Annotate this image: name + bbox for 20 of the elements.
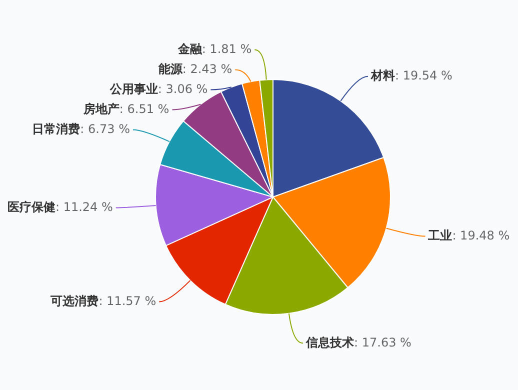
data-label: : 3.06 % <box>158 82 208 96</box>
data-label: : 19.54 % <box>394 68 452 83</box>
data-label: : 17.63 % <box>354 335 412 350</box>
slice-label: 金融 <box>176 42 203 56</box>
data-label: : 11.57 % <box>98 294 156 308</box>
data-label: : 19.48 % <box>452 228 510 242</box>
slice-label: 能源 <box>158 62 184 76</box>
slice-label: 医疗保健 <box>7 200 56 214</box>
slice-label: 可选消费 <box>50 294 99 308</box>
data-label: : 2.43 % <box>182 62 232 76</box>
data-label: : 6.73 % <box>80 122 130 136</box>
slice-label: 工业 <box>427 228 452 242</box>
data-label: : 6.51 % <box>119 102 170 116</box>
slice-label: 材料 <box>370 68 395 83</box>
slice-label: 公用事业 <box>108 82 158 96</box>
slice-label: 日常消费 <box>32 122 80 136</box>
data-label: : 1.81 % <box>202 42 252 56</box>
data-label: : 11.24 % <box>55 200 113 214</box>
slice-label: 房地产 <box>82 102 120 116</box>
slice-label: 信息技术 <box>305 335 354 350</box>
